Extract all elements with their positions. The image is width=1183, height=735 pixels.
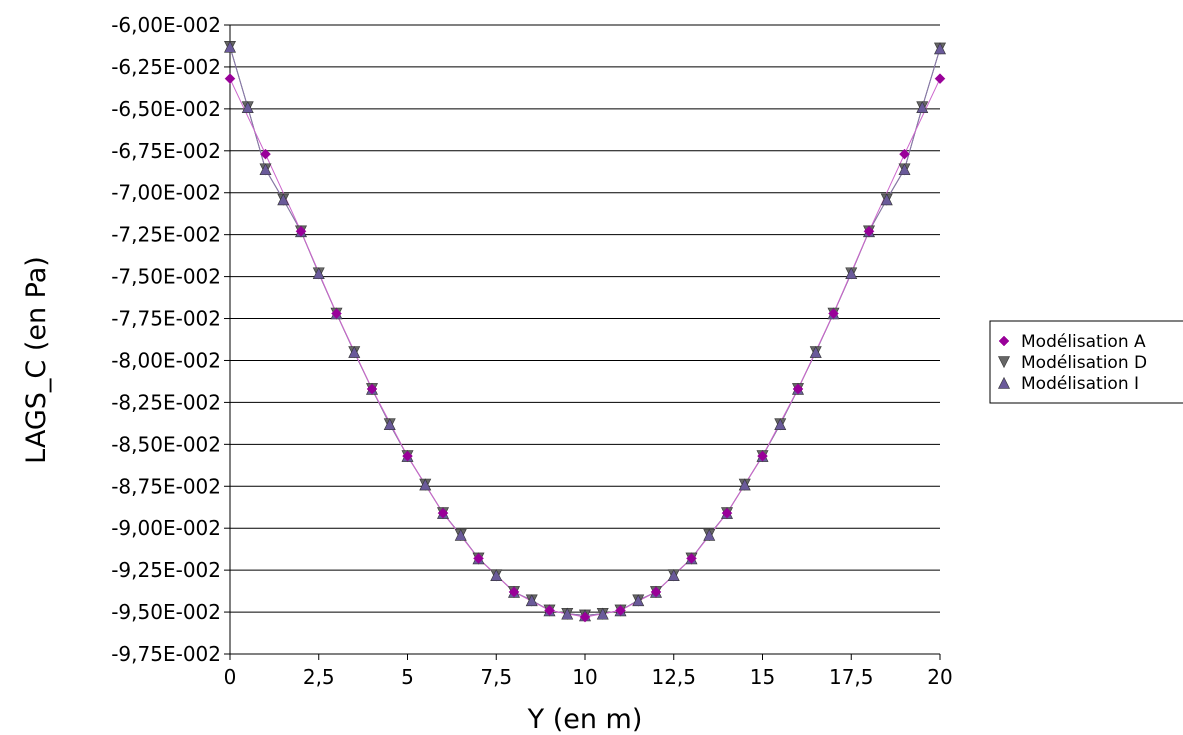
y-tick-label: -9,50E-002	[111, 600, 221, 624]
y-tick-label: -7,00E-002	[111, 181, 221, 205]
data-point	[508, 586, 520, 598]
data-point	[224, 40, 236, 53]
series-line	[229, 46, 941, 616]
y-tick-label: -8,25E-002	[111, 390, 221, 414]
data-point	[277, 193, 290, 206]
x-axis-title: Y (en m)	[527, 704, 643, 735]
x-tick-label: 15	[750, 665, 775, 689]
data-point	[686, 553, 697, 564]
x-tick-label: 7,5	[480, 665, 512, 689]
legend-marker	[998, 335, 1010, 347]
x-tick-label: 17,5	[829, 665, 874, 689]
data-point	[667, 568, 680, 581]
data-point	[224, 73, 236, 85]
data-point	[260, 148, 271, 160]
data-point	[259, 163, 272, 176]
y-axis-title: LAGS_C (en Pa)	[21, 256, 52, 464]
data-point	[241, 101, 254, 113]
x-tick-label: 2,5	[303, 665, 335, 689]
data-point	[544, 605, 555, 616]
y-tick-label: -8,50E-002	[111, 432, 221, 456]
y-tick-label: -6,00E-002	[111, 13, 221, 37]
data-point	[863, 225, 875, 237]
data-point	[490, 568, 503, 581]
data-point	[934, 42, 946, 55]
data-point	[738, 478, 751, 491]
x-tick-label: 0	[224, 665, 237, 689]
data-point	[880, 193, 893, 206]
y-tick-label: -7,50E-002	[111, 265, 221, 289]
data-point	[419, 478, 432, 491]
axis-layer: -6,00E-002 -6,25E-002 -6,50E-002 -6,75E-002…	[111, 13, 953, 689]
y-tick-label: -8,75E-002	[111, 474, 221, 498]
y-tick-label: -8,00E-002	[111, 348, 221, 372]
legend-marker	[998, 356, 1010, 369]
data-point	[348, 345, 361, 358]
data-point	[898, 163, 911, 176]
data-point	[632, 594, 645, 607]
series-line	[229, 78, 941, 618]
data-point	[809, 345, 822, 358]
data-point	[454, 528, 467, 541]
y-tick-label: -9,75E-002	[111, 642, 221, 666]
data-point	[828, 308, 839, 319]
legend-label: Modélisation A	[1021, 332, 1146, 352]
data-point	[721, 507, 733, 519]
data-point	[473, 553, 484, 564]
y-tick-label: -9,00E-002	[111, 516, 221, 540]
data-point	[703, 528, 716, 541]
y-tick-label: -7,75E-002	[111, 307, 221, 331]
y-tick-label: -6,50E-002	[111, 97, 221, 121]
y-tick-label: -6,75E-002	[111, 139, 221, 163]
data-point	[916, 101, 929, 113]
data-point	[561, 607, 574, 620]
grid-layer	[230, 24, 940, 655]
legend-box	[989, 320, 1183, 404]
x-tick-label: 5	[401, 665, 414, 689]
x-tick-label: 20	[927, 665, 952, 689]
data-point	[579, 611, 591, 623]
data-point	[295, 225, 307, 237]
x-tick-label: 12,5	[651, 665, 696, 689]
data-point	[650, 586, 662, 598]
data-point	[525, 594, 538, 607]
data-point	[366, 383, 378, 395]
data-point	[792, 383, 804, 395]
y-tick-label: -6,25E-002	[111, 55, 221, 79]
data-point	[615, 605, 626, 616]
data-point	[845, 267, 858, 280]
data-point	[312, 267, 325, 280]
data-point	[331, 308, 342, 319]
data-point	[402, 450, 413, 462]
data-point	[596, 607, 609, 620]
legend-label: Modélisation D	[1021, 353, 1147, 373]
marker-layer	[224, 40, 946, 623]
data-point	[774, 418, 787, 431]
y-tick-label: -7,25E-002	[111, 223, 221, 247]
data-point	[899, 148, 910, 160]
x-tick-label: 10	[572, 665, 597, 689]
legend-label: Modélisation I	[1021, 374, 1139, 394]
legend-marker	[998, 376, 1010, 389]
data-point	[437, 507, 449, 519]
data-point	[757, 450, 768, 462]
data-point	[934, 73, 946, 85]
series-layer	[229, 46, 941, 618]
y-tick-label: -9,25E-002	[111, 558, 221, 582]
series-line	[229, 46, 941, 616]
data-point	[383, 418, 396, 431]
